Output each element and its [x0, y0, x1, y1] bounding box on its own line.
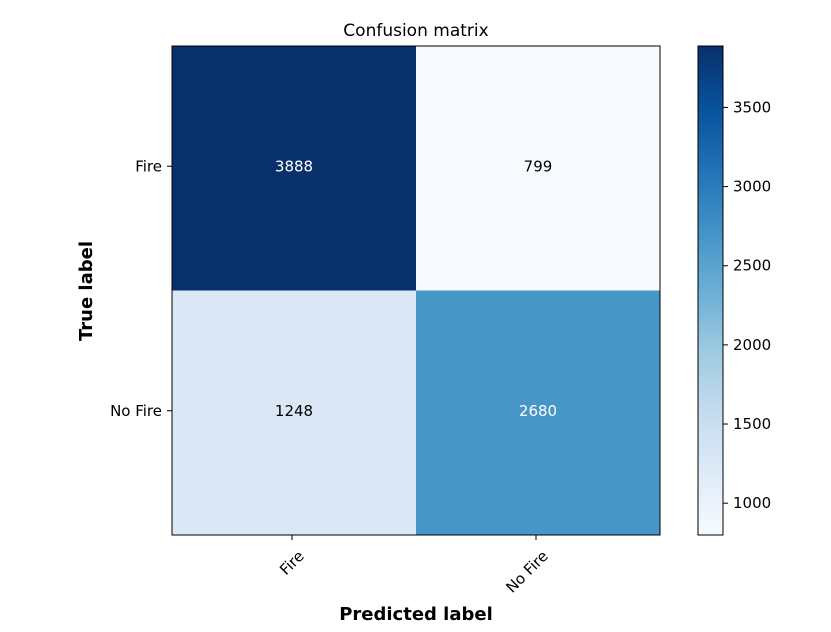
x-axis-label: Predicted label [339, 604, 493, 625]
cell-value-label: 1248 [275, 402, 313, 420]
x-axis-ticks: Fire No Fire [276, 535, 552, 596]
colorbar-tick-label: 2000 [733, 336, 771, 354]
cell-value-label: 3888 [275, 157, 313, 175]
colorbar-tick-label: 1000 [733, 494, 771, 512]
y-tick-label: No Fire [110, 402, 162, 420]
colorbar-tick-label: 2500 [733, 257, 771, 275]
chart-title: Confusion matrix [343, 21, 488, 41]
colorbar-tick-label: 3500 [733, 98, 771, 116]
colorbar-tick-label: 3000 [733, 178, 771, 196]
matrix-frame [171, 45, 661, 536]
cell-value-label: 2680 [519, 402, 557, 420]
cell-value-labels: 3888 799 1248 2680 [275, 157, 557, 420]
matrix-cell [416, 290, 660, 535]
colorbar [697, 45, 724, 536]
y-tick-label: Fire [135, 157, 162, 175]
colorbar-ticks: 1000 1500 2000 2500 3000 3500 [723, 98, 771, 512]
cell-value-label: 799 [524, 157, 553, 175]
matrix-cell [416, 46, 660, 291]
matrix-cell [172, 290, 416, 535]
matrix-cells [172, 46, 660, 535]
x-tick-label: No Fire [502, 547, 551, 596]
matrix-cell [172, 46, 416, 291]
y-axis-label: True label [76, 241, 97, 341]
y-axis-ticks: Fire No Fire [110, 157, 172, 420]
x-tick-label: Fire [276, 547, 308, 579]
colorbar-tick-label: 1500 [733, 415, 771, 433]
